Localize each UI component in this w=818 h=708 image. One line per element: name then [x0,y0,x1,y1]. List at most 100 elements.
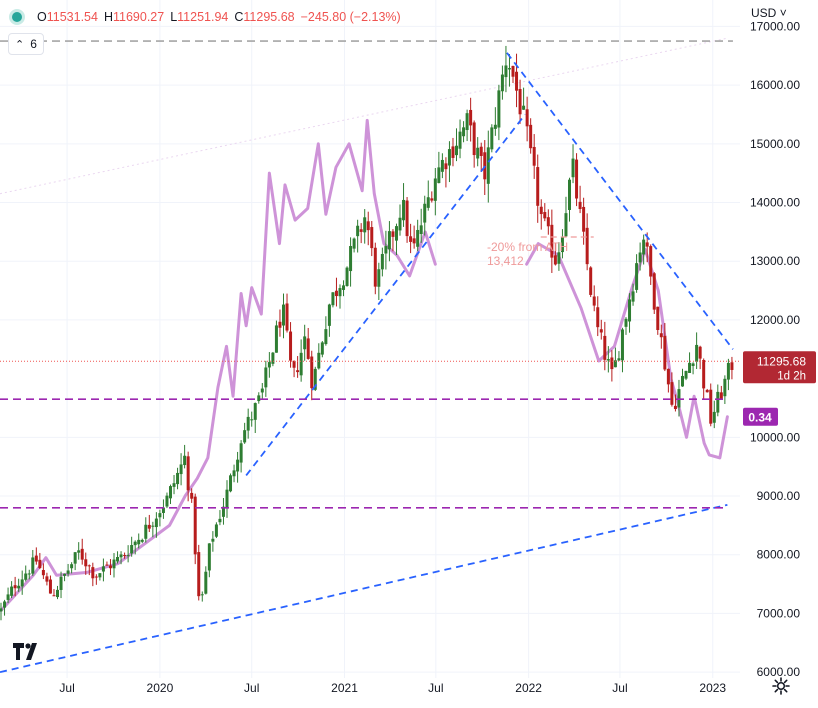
candle-body [257,395,261,402]
y-tick-label: 12000.00 [750,313,800,327]
last-price-value: 11295.68 [757,354,806,368]
candle-body [402,199,406,221]
candle-body [80,548,84,560]
open-value: 11531.54 [46,10,98,24]
candle-body [123,555,127,557]
candle-body [310,356,314,389]
candle-body [105,564,109,566]
status-dot-icon [12,12,22,22]
candle-body [511,65,515,77]
candle-body [684,370,688,379]
currency-selector[interactable]: USD ˅ [751,6,787,20]
candle-body [670,382,674,405]
candle-body [66,570,70,574]
candle-body [472,122,476,156]
x-tick-label: Jul [244,681,259,695]
candle-body [560,236,564,253]
candle-body [207,543,211,571]
candle-body [589,267,593,295]
candle-body [98,573,102,578]
candle-body [550,224,554,258]
candle-body [165,495,169,507]
candle-body [462,127,466,137]
candle-body [606,359,610,361]
candle-body [476,147,480,159]
candle-body [13,585,17,589]
change-value: −245.80 (−2.13%) [300,10,401,24]
candle-body [592,296,596,306]
candle-body [313,368,317,390]
guide-line [0,37,728,195]
candle-body [384,246,388,254]
candle-body [409,236,413,242]
candle-body [108,565,112,569]
candle-body [426,197,430,208]
candle-body [126,555,130,557]
candle-body [698,346,702,359]
candle-body [133,541,137,546]
candle-body [490,127,494,150]
candle-body [17,585,21,589]
candle-body [620,329,624,361]
candle-body [596,307,600,328]
candle-body [356,225,360,237]
candle-body [243,430,247,443]
candle-body [20,579,24,587]
candle-body [327,304,331,326]
candle-body [63,573,67,576]
candle-body [151,525,155,527]
trend-line [506,52,734,350]
indicators-toggle[interactable]: ⌃ 6 [8,33,44,55]
candle-body [34,555,38,562]
candle-body [387,231,391,250]
ath-annotation-value: 13,412 [487,254,524,268]
candle-body [289,331,293,361]
candle-body [116,556,120,562]
candle-body [70,564,74,569]
candle-body [45,576,49,582]
candle-body [41,569,45,576]
candle-body [38,559,42,569]
candle-body [419,225,423,235]
candle-body [624,318,628,327]
candle-body [405,200,409,237]
candle-body [688,362,692,373]
candle-body [543,212,547,219]
candle-body [91,567,95,579]
candle-body [447,149,451,166]
x-tick-label: 2020 [147,681,174,695]
candle-body [493,124,497,129]
candle-body [3,601,7,608]
candle-body [154,518,158,528]
candle-body [56,589,60,598]
candle-body [179,464,183,475]
settings-gear-icon[interactable] [771,676,791,696]
candle-body [430,198,434,201]
candle-body [370,227,374,249]
candle-body [363,217,367,233]
candle-body [204,571,208,594]
y-tick-label: 15000.00 [750,137,800,151]
x-tick-label: 2021 [331,681,358,695]
candle-body [345,267,349,286]
candle-body [631,291,635,302]
candle-body [532,146,536,166]
candle-body [101,566,105,572]
candle-body [267,362,271,368]
candle-body [359,229,363,232]
candle-body [458,131,462,149]
chevron-up-icon: ⌃ [15,38,25,51]
candle-body [412,238,416,244]
candle-body [147,524,151,529]
candle-body [94,576,98,578]
candle-body [536,167,540,206]
candle-body [716,391,720,413]
candle-body [377,269,381,287]
candle-body [440,159,444,172]
y-tick-label: 10000.00 [750,430,800,444]
candle-body [130,545,134,554]
candle-body [610,357,614,370]
candle-body [27,573,31,575]
